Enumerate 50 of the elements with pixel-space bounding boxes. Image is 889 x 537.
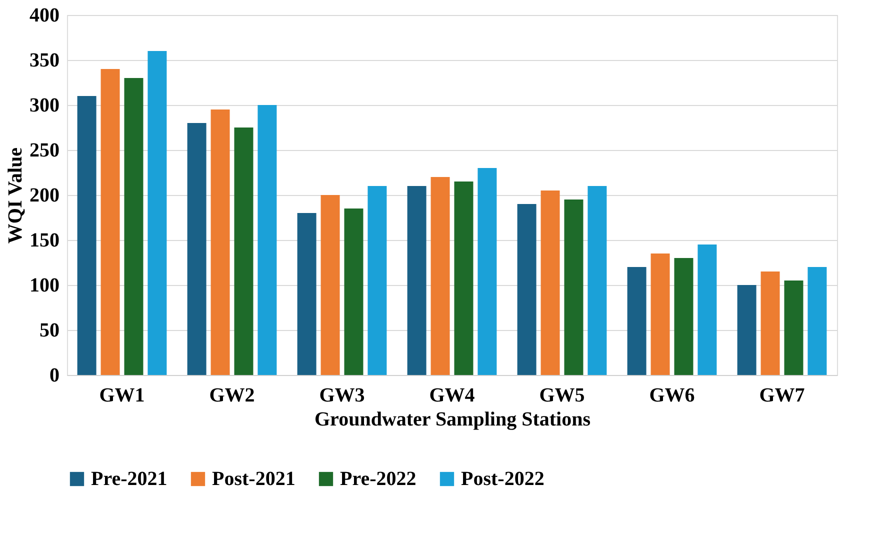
bar [234,128,254,375]
x-tick-label: GW6 [649,384,695,406]
bar [77,96,96,375]
y-tick-label: 250 [30,140,60,162]
x-axis-title: Groundwater Sampling Stations [314,408,591,430]
y-tick-label: 400 [30,4,60,26]
bar [737,285,756,375]
x-tick-label: GW4 [429,384,475,406]
x-tick-label: GW1 [99,384,145,406]
bar [187,123,206,375]
y-tick-label: 50 [40,320,60,342]
bar [320,195,340,375]
y-tick-label: 350 [30,50,60,72]
x-tick-label: GW2 [209,384,255,406]
bar [297,213,316,375]
legend-label: Post-2022 [461,468,544,490]
bar [478,168,497,375]
bar [698,244,717,375]
bar [124,78,144,375]
y-tick-label: 150 [30,230,60,252]
bar [540,190,560,375]
bar [368,186,387,375]
legend-label: Pre-2021 [91,468,168,490]
legend-label: Post-2021 [212,468,296,490]
y-tick-label: 200 [30,184,60,206]
y-axis-title: WQI Value [4,147,26,244]
x-tick-label: GW7 [759,384,805,406]
bar [674,258,694,375]
bar [407,186,426,375]
bar [650,254,670,375]
bar [808,267,827,375]
y-tick-label: 300 [30,94,60,116]
bar [148,51,167,375]
bar [627,267,646,375]
bar [258,105,277,375]
legend-label: Pre-2022 [340,468,416,490]
y-tick-label: 100 [30,274,60,296]
bar [784,280,804,375]
bar [760,272,780,375]
bar [430,177,450,375]
bar [588,186,607,375]
x-tick-label: GW3 [319,384,365,406]
bar [210,110,230,375]
x-tick-label: GW5 [539,384,585,406]
bar [564,200,584,375]
bar [344,208,364,375]
bar [517,204,536,375]
bar [454,182,474,375]
bar [100,69,120,375]
y-tick-label: 0 [50,364,60,386]
